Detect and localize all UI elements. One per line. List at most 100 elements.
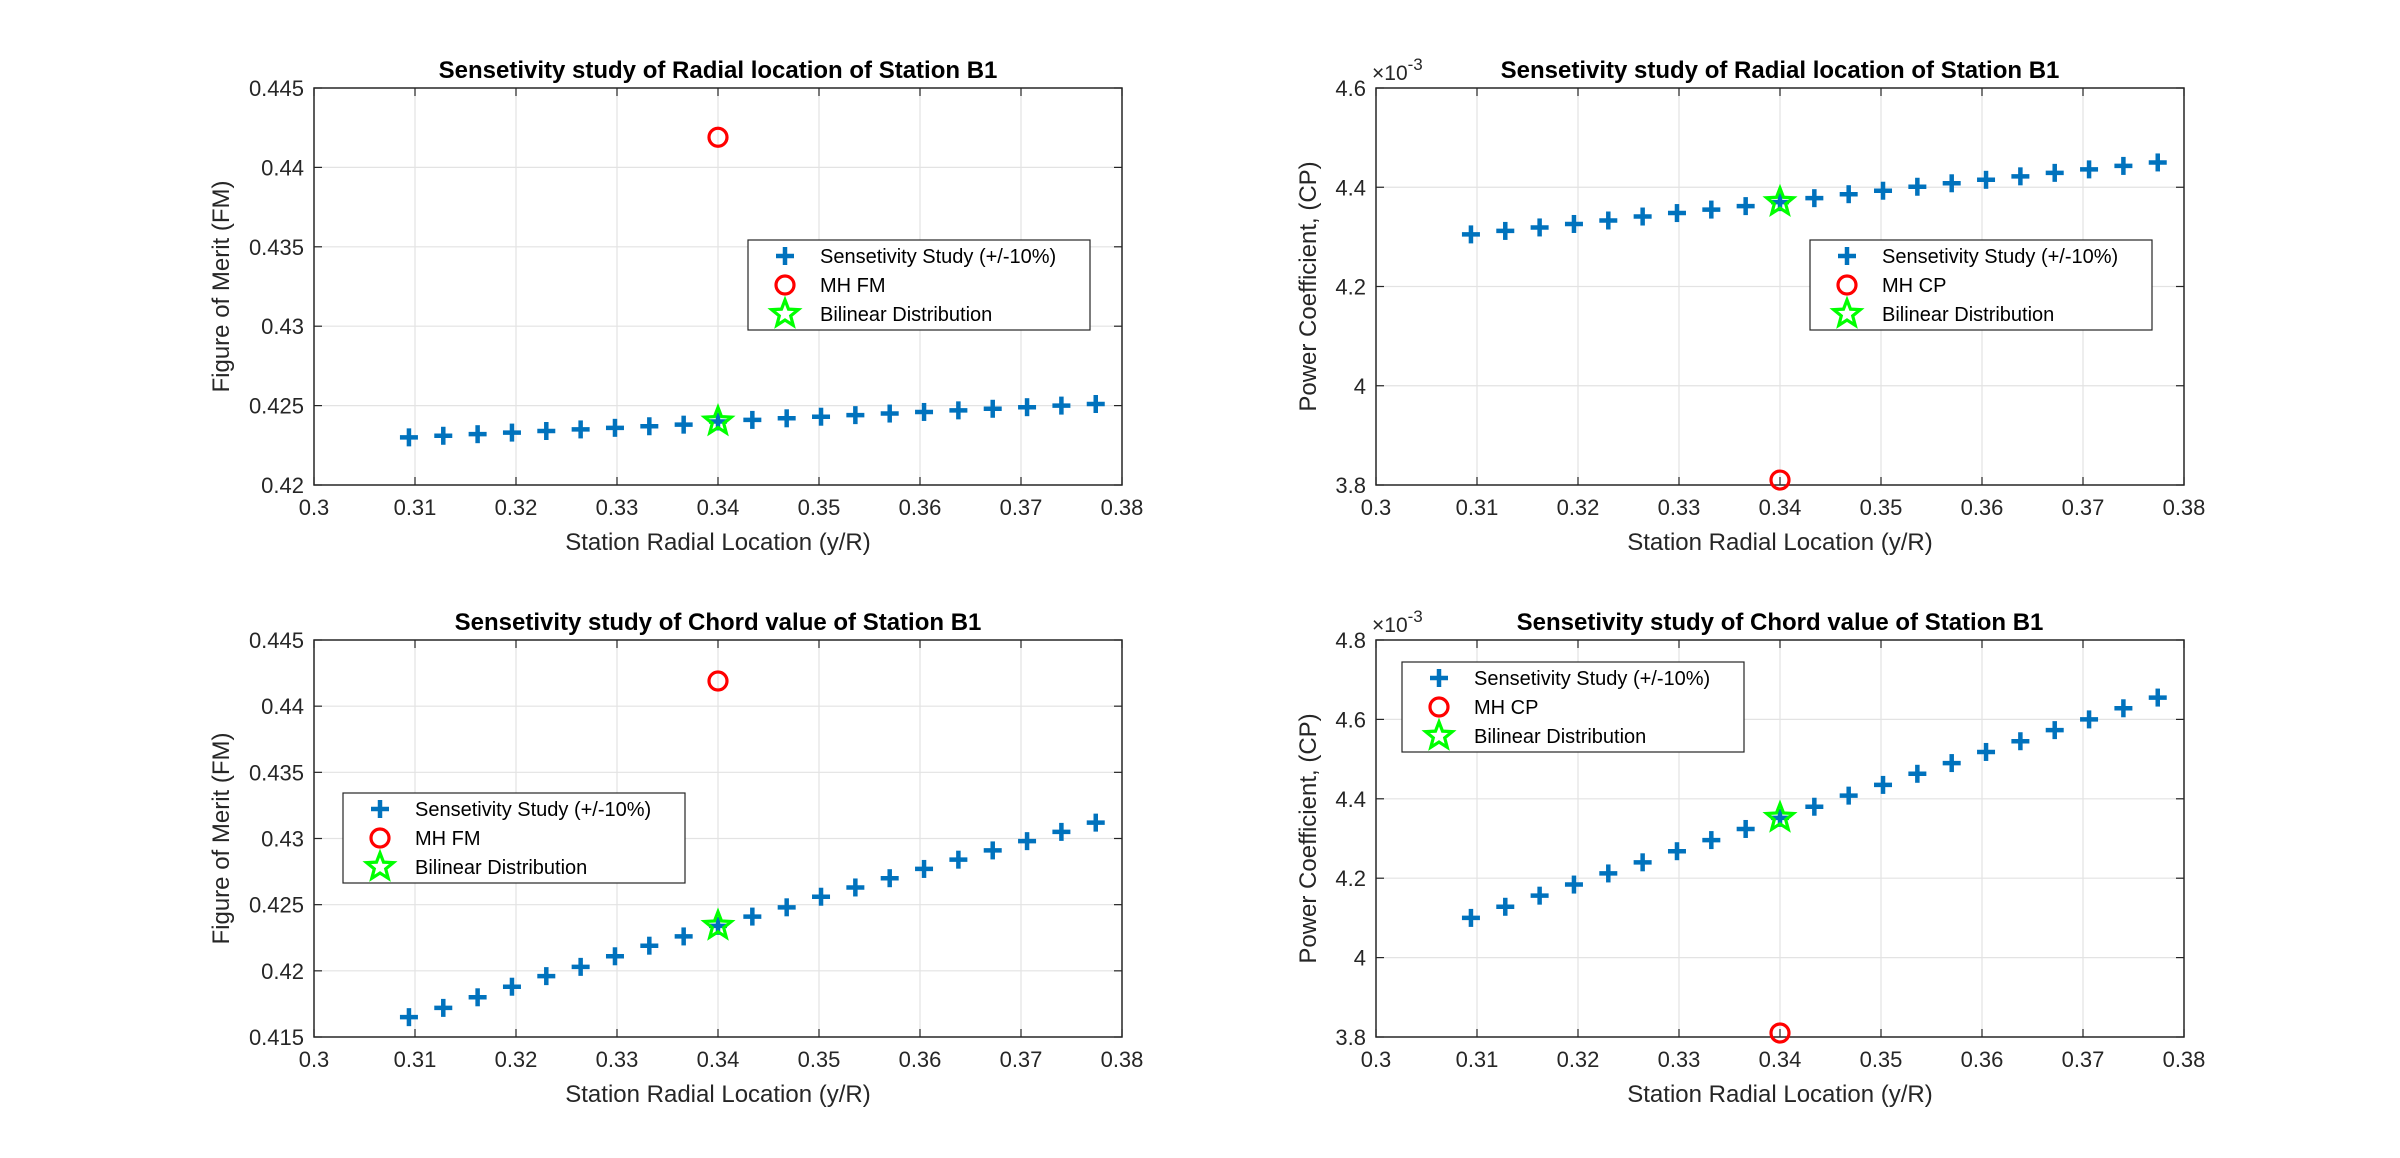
chart-title: Sensetivity study of Chord value of Stat…: [455, 609, 982, 636]
x-tick-label: 0.35: [1860, 1047, 1903, 1072]
x-tick-label: 0.34: [1759, 1047, 1802, 1072]
legend-entry: Sensetivity Study (+/-10%): [415, 799, 651, 821]
data-point-star: [700, 403, 736, 437]
x-tick-label: 0.32: [495, 1047, 538, 1072]
legend-entry: MH FM: [415, 828, 481, 850]
y-axis-label: Power Coefficient, (CP): [1295, 161, 1322, 411]
legend-marker-star: [362, 848, 398, 882]
legend-box: [1401, 661, 1745, 753]
legend-entry: Bilinear Distribution: [415, 857, 587, 879]
x-tick-label: 0.31: [394, 495, 437, 520]
y-tick-label: 4.2: [1335, 275, 1366, 300]
y-tick-label: 0.435: [249, 235, 304, 260]
chart-title: Sensetivity study of Chord value of Stat…: [1517, 609, 2044, 636]
legend-entry: Bilinear Distribution: [1474, 726, 1646, 748]
chart-4: 0.3 0.31 0.32 0.33 0.34 0.35 0.36 0.37 0.38 3.8 4 4…: [1295, 607, 2205, 1108]
x-tick-label: 0.37: [1000, 1047, 1043, 1072]
x-tick-label: 0.36: [899, 495, 942, 520]
x-tick-label: 0.38: [2163, 495, 2206, 520]
x-axis-label: Station Radial Location (y/R): [565, 1081, 870, 1108]
y-tick-label: 4.8: [1335, 628, 1366, 653]
y-axis-label: Figure of Merit (FM): [208, 732, 235, 944]
legend-entry: Sensetivity Study (+/-10%): [1474, 668, 1710, 690]
data-point-circle: [1769, 469, 1791, 491]
series-star: [700, 403, 736, 437]
legend-entry: Bilinear Distribution: [820, 304, 992, 326]
x-tick-label: 0.37: [1000, 495, 1043, 520]
data-point-star: [700, 907, 736, 941]
chart-3: 0.3 0.31 0.32 0.33 0.34 0.35 0.36 0.37 0.38 0.415…: [208, 609, 1143, 1108]
y-tick-label: 4.4: [1335, 175, 1366, 200]
legend-box: [1809, 239, 2153, 331]
y-axis-label: Power Coefficient, (CP): [1295, 713, 1322, 963]
y-tick-label: 0.415: [249, 1025, 304, 1050]
legend: Sensetivity Study (+/-10%) MH CP Bilinear …: [1401, 661, 1745, 753]
x-tick-label: 0.34: [1759, 495, 1802, 520]
data-point-star: [1762, 183, 1798, 218]
data-point-circle: [707, 670, 729, 692]
x-tick-label: 0.33: [596, 495, 639, 520]
legend-box: [747, 239, 1091, 331]
x-tick-label: 0.35: [798, 1047, 841, 1072]
legend-marker-star: [767, 295, 803, 329]
y-tick-label: 0.445: [249, 628, 304, 653]
series-circle: [1769, 469, 1791, 491]
x-tick-label: 0.32: [495, 495, 538, 520]
x-tick-label: 0.37: [2062, 1047, 2105, 1072]
chart-1: 0.3 0.31 0.32 0.33 0.34 0.35 0.36 0.37 0.38 0.42 0…: [208, 57, 1143, 556]
series-star: [1762, 799, 1798, 833]
y-exponent-power: -3: [1408, 55, 1423, 74]
series-plus: [399, 813, 1105, 1027]
x-tick-label: 0.36: [899, 1047, 942, 1072]
x-tick-label: 0.35: [798, 495, 841, 520]
x-axis-label: Station Radial Location (y/R): [1627, 1081, 1932, 1108]
y-tick-label: 4.6: [1335, 76, 1366, 101]
legend-marker-circle: [1836, 274, 1858, 296]
y-tick-label: 0.43: [261, 827, 304, 852]
series-circle: [1769, 1022, 1791, 1044]
y-tick-label: 4.2: [1335, 866, 1366, 891]
y-tick-label: 0.44: [261, 694, 304, 719]
y-tick-label: 3.8: [1335, 473, 1366, 498]
legend-entry: MH FM: [820, 275, 886, 297]
legend-entry: MH CP: [1882, 275, 1946, 297]
series-star: [1762, 183, 1798, 218]
x-tick-label: 0.32: [1557, 495, 1600, 520]
x-tick-label: 0.3: [1361, 495, 1392, 520]
x-tick-label: 0.33: [1658, 1047, 1701, 1072]
legend-marker-circle: [774, 274, 796, 296]
y-tick-label: 0.425: [249, 893, 304, 918]
y-tick-label: 4: [1354, 946, 1366, 971]
x-tick-label: 0.31: [1456, 1047, 1499, 1072]
x-axis-label: Station Radial Location (y/R): [1627, 529, 1932, 556]
x-tick-label: 0.33: [596, 1047, 639, 1072]
x-tick-label: 0.3: [1361, 1047, 1392, 1072]
x-tick-label: 0.32: [1557, 1047, 1600, 1072]
data-point-circle: [1769, 1022, 1791, 1044]
x-tick-label: 0.38: [1101, 1047, 1144, 1072]
x-tick-label: 0.37: [2062, 495, 2105, 520]
y-tick-label: 4.4: [1335, 787, 1366, 812]
y-exponent-power: -3: [1408, 607, 1423, 626]
series-circle: [707, 670, 729, 692]
y-tick-label: 0.44: [261, 155, 304, 180]
x-tick-label: 0.31: [1456, 495, 1499, 520]
series-star: [700, 907, 736, 941]
y-tick-label: 0.445: [249, 76, 304, 101]
y-tick-label: 0.43: [261, 314, 304, 339]
legend-entry: Sensetivity Study (+/-10%): [1882, 246, 2118, 268]
y-tick-label: 4.6: [1335, 707, 1366, 732]
x-tick-label: 0.3: [299, 495, 330, 520]
data-point-circle: [707, 126, 729, 148]
y-tick-label: 4: [1354, 374, 1366, 399]
legend-entry: Sensetivity Study (+/-10%): [820, 246, 1056, 268]
legend-box: [342, 792, 686, 884]
chart-title: Sensetivity study of Radial location of …: [439, 57, 998, 84]
x-axis-label: Station Radial Location (y/R): [565, 529, 870, 556]
y-tick-label: 0.42: [261, 959, 304, 984]
x-tick-label: 0.34: [697, 495, 740, 520]
legend-marker-star: [1829, 295, 1865, 329]
legend-entry: Bilinear Distribution: [1882, 304, 2054, 326]
legend-marker-circle: [369, 827, 391, 849]
